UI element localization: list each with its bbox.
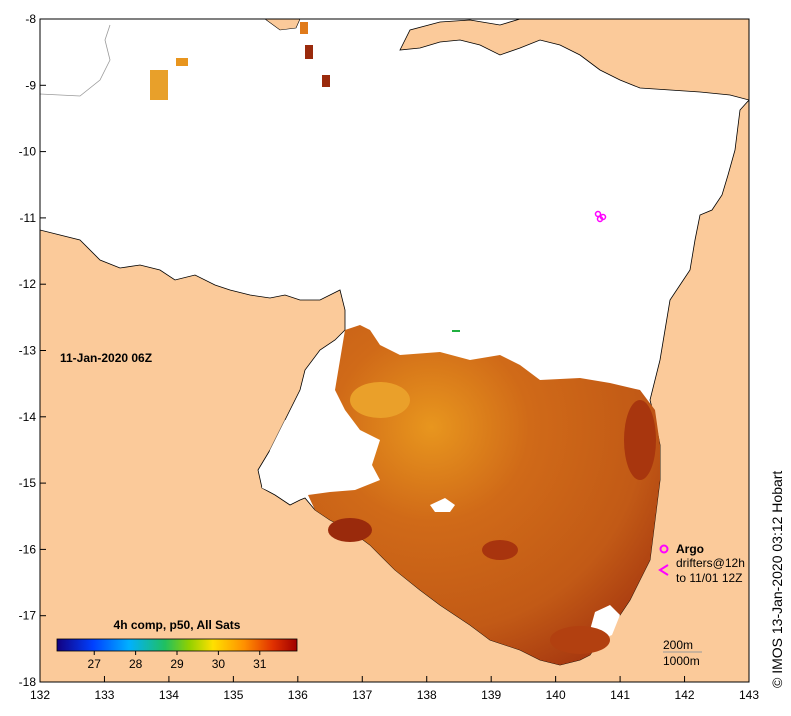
chevron-left-icon: [658, 564, 669, 576]
y-tick-label: -8: [25, 12, 36, 26]
colorbar: 4h comp, p50, All Sats 27 28 29 30 31: [56, 618, 298, 671]
sst-speckle-5: [176, 58, 188, 66]
cloud-gap-west: [262, 420, 372, 500]
x-axis: 132 133 134 135 136 137 138 139 140 141 142 143: [30, 676, 759, 702]
land-island-north: [264, 19, 301, 31]
x-tick-label: 134: [159, 688, 179, 702]
y-tick-label: -10: [19, 145, 37, 159]
sst-cool-patch-nw: [350, 382, 410, 418]
colorbar-ticks: 27 28 29 30 31: [88, 651, 267, 671]
x-tick-label: 139: [481, 688, 501, 702]
colorbar-scale: [56, 638, 298, 652]
timestamp-label: 11-Jan-2020 06Z: [60, 351, 152, 365]
sst-warm-patch-sw: [328, 518, 372, 542]
x-tick-label: 135: [223, 688, 243, 702]
sst-warm-patch-e: [624, 400, 656, 480]
colorbar-tick-label: 30: [212, 657, 226, 671]
legend-argo-label: Argo: [676, 542, 704, 556]
cloud-gap-center: [430, 498, 455, 512]
sst-speckle-3: [305, 45, 313, 59]
legend-depth-1000: 1000m: [663, 654, 700, 668]
x-tick-label: 140: [546, 688, 566, 702]
y-tick-label: -12: [19, 277, 37, 291]
colorbar-tick-label: 31: [253, 657, 267, 671]
colorbar-tick-label: 28: [129, 657, 143, 671]
x-tick-label: 136: [288, 688, 308, 702]
x-tick-label: 141: [610, 688, 630, 702]
x-tick-label: 138: [417, 688, 437, 702]
y-axis: -8 -9 -10 -11 -12 -13 -14 -15 -16 -17 -18: [19, 12, 46, 689]
legend-drifters-sub: to 11/01 12Z: [676, 571, 743, 585]
circle-marker-icon: [659, 544, 669, 554]
x-tick-label: 133: [94, 688, 114, 702]
legend-depth-200: 200m: [663, 638, 693, 652]
y-tick-label: -16: [19, 542, 37, 556]
colorbar-tick-label: 29: [170, 657, 184, 671]
colorbar-title: 4h comp, p50, All Sats: [114, 618, 241, 632]
colorbar-tick-label: 27: [88, 657, 102, 671]
y-tick-label: -17: [19, 609, 37, 623]
x-tick-label: 132: [30, 688, 50, 702]
legend-drifters-label: drifters@12h: [676, 556, 745, 570]
y-tick-label: -14: [19, 410, 37, 424]
y-tick-label: -13: [19, 344, 37, 358]
land-new-guinea: [399, 19, 749, 101]
sst-speckle-1: [150, 70, 168, 100]
argo-markers: [594, 210, 607, 223]
y-tick-label: -11: [20, 211, 37, 225]
argo-float-3: [596, 215, 604, 223]
sst-warm-patch-s: [482, 540, 518, 560]
sst-speckle-4: [322, 75, 330, 87]
y-tick-label: -9: [25, 78, 36, 92]
y-tick-label: -15: [19, 476, 37, 490]
credit-label: © IMOS 13-Jan-2020 03:12 Hobart: [769, 470, 785, 688]
depth-contour: [40, 24, 111, 97]
x-tick-label: 137: [352, 688, 372, 702]
sst-speckle-2: [300, 22, 308, 34]
x-tick-label: 143: [739, 688, 759, 702]
x-tick-label: 142: [675, 688, 695, 702]
sst-green-dot: [452, 330, 460, 332]
y-tick-label: -18: [19, 675, 37, 689]
legend: Argo drifters@12h to 11/01 12Z 200m 1000…: [658, 542, 745, 668]
sst-warm-patch-far-s: [550, 626, 610, 654]
